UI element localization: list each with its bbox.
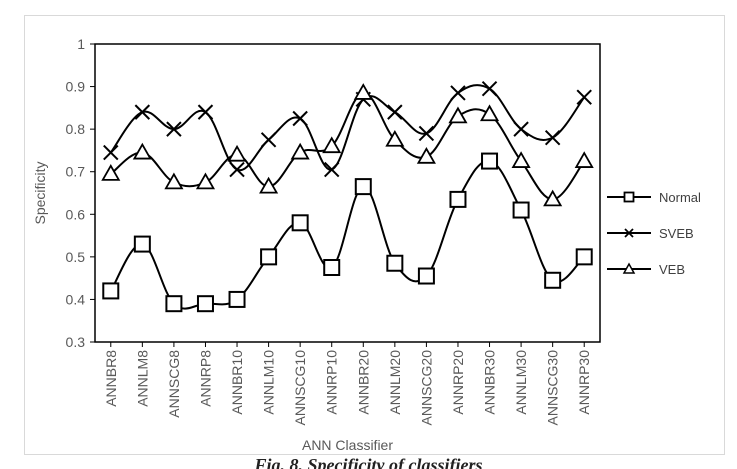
- series-line-normal: [109, 160, 585, 310]
- x-tick-label: ANNSCG30: [545, 350, 561, 426]
- data-point-veb: [479, 104, 500, 122]
- data-point-veb: [385, 129, 405, 147]
- legend-label-veb: VEB: [659, 262, 685, 277]
- data-point-normal: [417, 267, 435, 285]
- data-point-veb: [195, 172, 216, 190]
- data-point-sveb: [260, 132, 277, 148]
- x-tick-label: ANNLM8: [134, 350, 150, 407]
- x-tick-label: ANNSCG8: [166, 350, 182, 418]
- data-point-sveb: [197, 104, 214, 120]
- plot-area: [94, 43, 601, 343]
- data-point-normal: [354, 178, 372, 196]
- data-point-veb: [132, 142, 152, 160]
- data-point-normal: [291, 214, 309, 232]
- data-point-veb: [101, 164, 121, 181]
- data-point-veb: [574, 151, 594, 168]
- y-tick-label: 0.4: [66, 291, 86, 307]
- y-tick-label: 0.9: [66, 79, 86, 95]
- figure-caption: Fig. 8. Specificity of classifiers: [254, 455, 483, 469]
- data-point-sveb: [166, 121, 182, 137]
- data-point-veb: [227, 144, 247, 162]
- chart-frame: 0.3 0.4 0.5 0.6 0.7 0.8 0.9 1 ANNBR8 ANNLM8 ANNSCG…: [24, 15, 725, 455]
- data-point-sveb: [544, 129, 561, 146]
- data-point-sveb: [481, 80, 498, 97]
- data-point-normal: [323, 259, 341, 276]
- y-tick-label: 0.7: [66, 164, 86, 180]
- data-point-normal: [133, 235, 151, 253]
- data-point-normal: [228, 290, 246, 308]
- x-axis-label: ANN Classifier: [302, 437, 393, 453]
- data-point-sveb: [134, 104, 151, 120]
- x-tick-label: ANNBR10: [229, 350, 245, 415]
- data-point-sveb: [387, 104, 403, 120]
- x-tick-label: ANNBR20: [355, 350, 371, 415]
- data-point-veb: [322, 136, 342, 154]
- chart-svg: 0.3 0.4 0.5 0.6 0.7 0.8 0.9 1 ANNBR8 ANNLM8 ANNSCG…: [32, 36, 701, 453]
- y-tick-label: 0.3: [66, 334, 86, 350]
- data-point-sveb: [513, 121, 529, 137]
- x-tick-label: ANNLM20: [387, 350, 403, 415]
- x-tick-label: ANNRP8: [197, 350, 213, 407]
- y-tick-label: 0.6: [66, 206, 86, 222]
- data-point-sveb: [103, 144, 119, 161]
- data-point-normal: [512, 201, 530, 219]
- y-tick-label: 0.5: [66, 249, 86, 265]
- data-point-veb: [511, 151, 531, 168]
- x-tick-label: ANNRP10: [324, 350, 340, 415]
- x-tick-label: ANNBR30: [482, 350, 498, 415]
- x-tick-label: ANNRP20: [450, 350, 466, 415]
- y-tick-label: 0.8: [66, 121, 86, 137]
- series-line-sveb: [109, 84, 586, 172]
- data-point-sveb: [450, 85, 466, 101]
- x-tick-label: ANNSCG10: [292, 350, 308, 426]
- legend-marker-normal: [623, 191, 635, 203]
- data-point-normal: [544, 271, 562, 289]
- series-line-veb: [110, 91, 586, 201]
- data-point-sveb: [229, 161, 245, 178]
- data-point-sveb: [418, 125, 435, 142]
- data-point-veb: [290, 142, 310, 160]
- data-point-normal: [102, 282, 120, 300]
- x-tick-label: ANNLM10: [261, 350, 277, 415]
- y-axis-label: Specificity: [32, 161, 48, 224]
- data-point-normal: [165, 295, 183, 313]
- legend-label-normal: Normal: [659, 190, 701, 205]
- data-point-veb: [543, 189, 563, 207]
- data-point-normal: [481, 152, 499, 170]
- data-point-sveb: [576, 89, 592, 105]
- data-point-veb: [259, 176, 279, 194]
- data-point-normal: [575, 248, 593, 266]
- legend-marker-veb: [622, 262, 636, 274]
- legend-label-sveb: SVEB: [659, 226, 694, 241]
- data-point-normal: [449, 190, 467, 208]
- x-tick-label: ANNBR8: [103, 350, 119, 407]
- data-point-veb: [353, 83, 373, 100]
- data-point-normal: [386, 254, 404, 272]
- x-tick-label: ANNRP30: [576, 350, 592, 415]
- data-point-veb: [164, 172, 184, 190]
- x-tick-label: ANNLM30: [513, 350, 529, 415]
- legend-marker-sveb: [624, 228, 634, 238]
- data-point-veb: [416, 147, 436, 164]
- data-point-sveb: [292, 110, 308, 127]
- data-point-veb: [448, 106, 468, 124]
- data-point-sveb: [324, 161, 340, 178]
- data-point-normal: [196, 295, 214, 313]
- data-point-normal: [260, 248, 278, 266]
- x-tick-label: ANNSCG20: [418, 350, 434, 426]
- y-tick-label: 1: [77, 36, 85, 52]
